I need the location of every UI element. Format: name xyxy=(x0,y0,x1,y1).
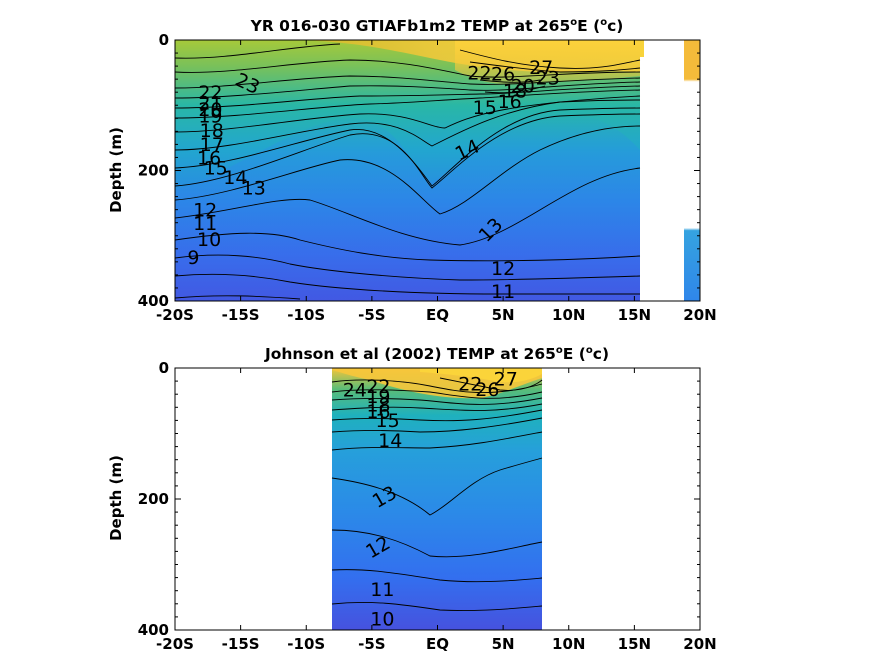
bottom-y-label: Depth (m) xyxy=(107,455,125,541)
top-y-axis: 0 200 400 xyxy=(138,31,700,310)
top-x-axis: -20S -15S -10S -5S EQ 5N 10N 15N 20N xyxy=(156,40,717,324)
bottom-x-tick-label: -10S xyxy=(287,635,325,653)
top-x-tick-label: 5N xyxy=(492,306,515,324)
bottom-y-tick-label: 400 xyxy=(138,621,169,639)
top-contour-label: 22 xyxy=(198,82,222,104)
bottom-contour-label: 16 xyxy=(366,401,390,423)
top-y-tick-label: 400 xyxy=(138,292,169,310)
top-contour-label: 23 xyxy=(536,68,560,90)
bottom-panel: Johnson et al (2002) TEMP at 265oE (oc) … xyxy=(107,345,717,653)
bottom-y-axis: 0 200 400 xyxy=(138,359,700,639)
top-title: YR 016-030 GTIAFb1m2 TEMP at 265oE (oc) xyxy=(250,17,624,35)
top-contour-lines xyxy=(175,43,641,300)
top-contour-label: 18 xyxy=(200,120,224,142)
top-contour-label: 27 xyxy=(529,57,553,79)
top-contour-label: 16 xyxy=(197,147,221,169)
bottom-contour-label: 22 xyxy=(366,376,390,398)
top-x-tick-label: -10S xyxy=(287,306,325,324)
top-y-label: Depth (m) xyxy=(107,127,125,213)
top-contour-label: 15 xyxy=(204,158,228,180)
top-contour-label: 12 xyxy=(491,258,515,280)
top-contour-label: 20 xyxy=(198,99,222,121)
bottom-contour-label: 27 xyxy=(494,368,518,390)
top-contour-label: 12 xyxy=(193,199,217,221)
bottom-contour-label: 11 xyxy=(370,579,394,601)
top-y-tick-label: 0 xyxy=(159,31,169,49)
bottom-x-tick-label: 20N xyxy=(683,635,716,653)
bottom-x-tick-label: EQ xyxy=(426,635,449,653)
bottom-contour-lines xyxy=(331,377,543,611)
bottom-contour-label: 19 xyxy=(366,386,390,408)
bottom-x-tick-label: 15N xyxy=(618,635,651,653)
top-x-tick-label: EQ xyxy=(426,306,449,324)
bottom-contour-label: 10 xyxy=(370,609,394,631)
top-contour-label: 15 xyxy=(473,97,497,119)
bottom-contour-label: 14 xyxy=(378,430,402,452)
top-contour-label: 13 xyxy=(242,177,266,199)
bottom-contour-label: 24 xyxy=(343,379,367,401)
bottom-contour-label: 22 xyxy=(458,374,482,396)
top-y-tick-label: 200 xyxy=(138,162,169,180)
top-panel: YR 016-030 GTIAFb1m2 TEMP at 265oE (oc) xyxy=(107,17,717,324)
bottom-y-tick-label: 0 xyxy=(159,359,169,377)
top-x-tick-label: 10N xyxy=(552,306,585,324)
top-contour-label: 20 xyxy=(511,75,535,97)
top-x-tick-label: 20N xyxy=(683,306,716,324)
top-x-tick-label: -5S xyxy=(358,306,385,324)
bottom-y-tick-label: 200 xyxy=(138,490,169,508)
bottom-contour-label: 18 xyxy=(366,394,390,416)
top-x-tick-label: -20S xyxy=(156,306,194,324)
top-contour-label: 22 xyxy=(467,62,491,84)
bottom-x-axis: -20S -15S -10S -5S EQ 5N 10N 15N 20N xyxy=(156,368,717,653)
top-x-tick-label: -15S xyxy=(222,306,260,324)
top-contour-label: 21 xyxy=(198,92,222,114)
top-contour-label: 18 xyxy=(503,81,527,103)
top-contour-label: 19 xyxy=(198,105,222,127)
bottom-x-tick-label: 5N xyxy=(492,635,515,653)
top-x-tick-label: 15N xyxy=(618,306,651,324)
bottom-contour-label: 15 xyxy=(376,410,400,432)
bottom-title: Johnson et al (2002) TEMP at 265oE (oc) xyxy=(264,345,609,363)
top-contour-label: 26 xyxy=(491,64,515,86)
bottom-x-tick-label: -5S xyxy=(358,635,385,653)
bottom-x-tick-label: 10N xyxy=(552,635,585,653)
top-contour-label: 14 xyxy=(223,167,247,189)
top-contour-label: 17 xyxy=(200,134,224,156)
bottom-x-tick-label: -15S xyxy=(222,635,260,653)
top-contour-label: 11 xyxy=(193,213,217,235)
top-contour-label: 9 xyxy=(187,247,199,269)
top-contour-label: 10 xyxy=(197,229,221,251)
top-contour-label: 16 xyxy=(498,91,522,113)
top-contour-label: 11 xyxy=(491,281,515,303)
bottom-x-tick-label: -20S xyxy=(156,635,194,653)
bottom-contour-label: 26 xyxy=(475,379,499,401)
